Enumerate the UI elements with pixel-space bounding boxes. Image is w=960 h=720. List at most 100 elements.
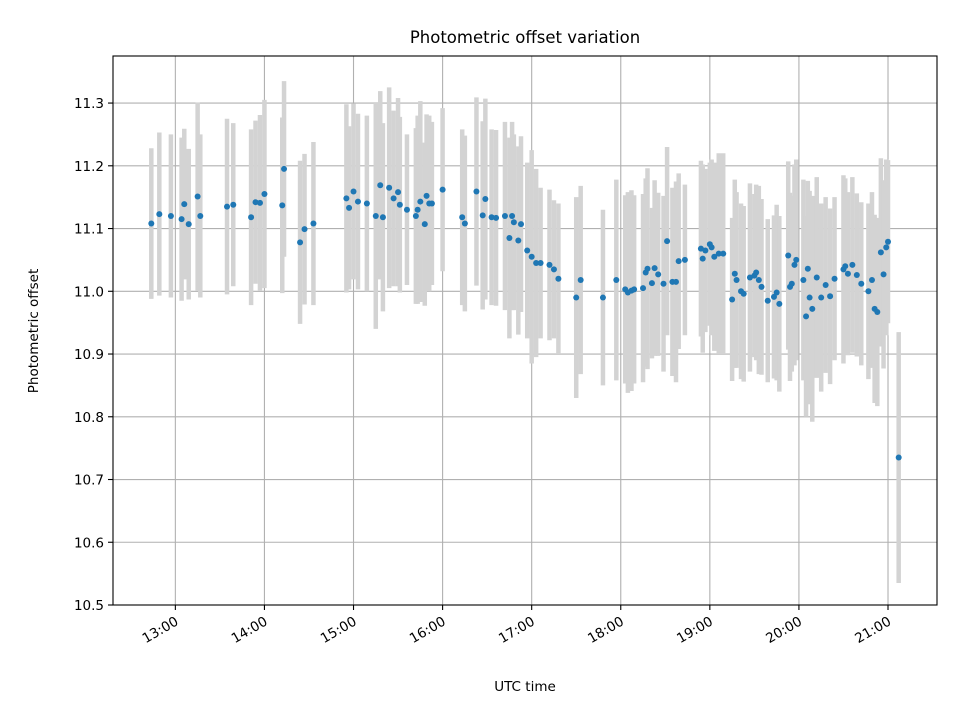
data-point bbox=[715, 250, 722, 257]
data-point bbox=[346, 204, 353, 211]
data-point bbox=[699, 255, 706, 262]
data-point bbox=[573, 294, 580, 301]
data-point bbox=[524, 247, 531, 254]
data-point bbox=[675, 258, 682, 265]
y-tick-label: 10.9 bbox=[74, 347, 104, 363]
data-point bbox=[185, 221, 192, 228]
data-point bbox=[461, 220, 468, 227]
data-point bbox=[731, 270, 738, 277]
data-point bbox=[711, 253, 718, 260]
data-point bbox=[412, 212, 419, 219]
y-tick-label: 11.1 bbox=[74, 222, 104, 238]
data-point bbox=[310, 220, 317, 227]
data-point bbox=[510, 219, 517, 226]
data-point bbox=[844, 270, 851, 277]
data-point bbox=[414, 206, 421, 213]
data-point bbox=[256, 199, 263, 206]
data-point bbox=[181, 201, 188, 208]
data-point bbox=[156, 211, 163, 218]
data-point bbox=[428, 200, 435, 207]
data-point bbox=[770, 293, 777, 300]
data-point bbox=[885, 238, 892, 245]
data-point bbox=[865, 288, 872, 295]
data-point bbox=[868, 276, 875, 283]
data-point bbox=[459, 214, 466, 221]
data-point bbox=[482, 196, 489, 203]
data-point bbox=[655, 271, 662, 278]
data-point bbox=[806, 294, 813, 301]
data-point bbox=[421, 221, 428, 228]
data-point bbox=[372, 212, 379, 219]
data-point bbox=[729, 296, 736, 303]
data-point bbox=[791, 261, 798, 268]
data-point bbox=[880, 271, 887, 278]
data-point bbox=[773, 289, 780, 296]
plot-frame bbox=[112, 55, 938, 606]
data-point bbox=[720, 250, 727, 257]
data-point bbox=[517, 221, 524, 228]
data-point bbox=[148, 220, 155, 227]
y-tick-label: 10.5 bbox=[74, 598, 104, 614]
data-point bbox=[390, 195, 397, 202]
data-point bbox=[631, 286, 638, 293]
data-point bbox=[831, 275, 838, 282]
data-point bbox=[439, 186, 446, 193]
data-point bbox=[354, 198, 361, 205]
data-point bbox=[248, 214, 255, 221]
data-point bbox=[363, 200, 370, 207]
data-point bbox=[788, 280, 795, 287]
data-point bbox=[804, 265, 811, 272]
data-point bbox=[279, 202, 286, 209]
data-point bbox=[803, 313, 810, 320]
data-point bbox=[297, 239, 304, 246]
data-point bbox=[648, 280, 655, 287]
data-point bbox=[599, 294, 606, 301]
data-point bbox=[758, 283, 765, 290]
data-point bbox=[613, 276, 620, 283]
data-point bbox=[753, 269, 760, 276]
data-point bbox=[509, 212, 516, 219]
data-point bbox=[379, 214, 386, 221]
data-point bbox=[550, 266, 557, 273]
data-point bbox=[515, 237, 522, 244]
data-point bbox=[396, 201, 403, 208]
data-point bbox=[537, 260, 544, 267]
data-point bbox=[660, 280, 667, 287]
y-tick-label: 11.0 bbox=[74, 284, 104, 300]
data-point bbox=[664, 238, 671, 245]
data-point bbox=[577, 276, 584, 283]
data-point bbox=[853, 271, 860, 278]
data-point bbox=[528, 253, 535, 260]
data-point bbox=[403, 206, 410, 213]
data-point bbox=[818, 294, 825, 301]
data-point bbox=[377, 182, 384, 189]
data-point bbox=[733, 276, 740, 283]
data-point bbox=[651, 265, 658, 272]
data-point bbox=[555, 275, 562, 282]
data-point bbox=[261, 191, 268, 198]
data-point bbox=[488, 214, 495, 221]
data-point bbox=[800, 276, 807, 283]
data-point bbox=[350, 188, 357, 195]
data-point bbox=[895, 454, 902, 461]
data-point bbox=[386, 184, 393, 191]
data-point bbox=[506, 234, 513, 241]
data-point bbox=[672, 278, 679, 285]
data-point bbox=[395, 189, 402, 196]
data-point bbox=[785, 252, 792, 259]
data-point bbox=[842, 263, 849, 270]
data-point bbox=[178, 216, 185, 223]
data-point bbox=[822, 282, 829, 289]
data-point bbox=[740, 290, 747, 297]
y-axis-label: Photometric offset bbox=[26, 269, 42, 393]
data-point bbox=[224, 203, 231, 210]
data-point bbox=[479, 212, 486, 219]
data-point bbox=[874, 308, 881, 315]
data-point bbox=[849, 261, 856, 268]
y-axis-ticks: 10.5 10.6 10.7 10.8 10.9 11.0 11.1 11.2 11.3 bbox=[74, 96, 113, 614]
data-point bbox=[883, 244, 890, 251]
data-point bbox=[793, 256, 800, 263]
data-point bbox=[681, 256, 688, 263]
data-point bbox=[281, 165, 288, 172]
